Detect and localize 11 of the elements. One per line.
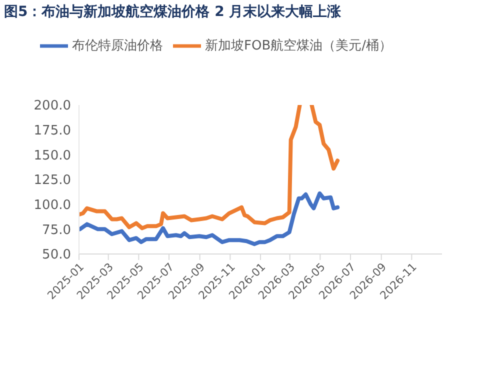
y-tick-label: 100.0 [34, 198, 71, 213]
y-tick-label: 175.0 [34, 123, 71, 138]
y-tick-label: 150.0 [34, 148, 71, 164]
y-tick-label: 50.0 [42, 248, 71, 263]
chart-title: 图5：布油与新加坡航空煤油价格 2 月末以来大幅上涨 [4, 3, 342, 21]
y-tick-label: 200.0 [34, 98, 71, 114]
y-tick-label: 125.0 [34, 173, 71, 188]
y-tick-label: 75.0 [42, 222, 71, 238]
line-series [79, 191, 340, 246]
legend-label: 布伦特原油价格 [72, 38, 163, 54]
legend-label: 新加坡FOB航空煤油（美元/桶） [204, 38, 392, 54]
